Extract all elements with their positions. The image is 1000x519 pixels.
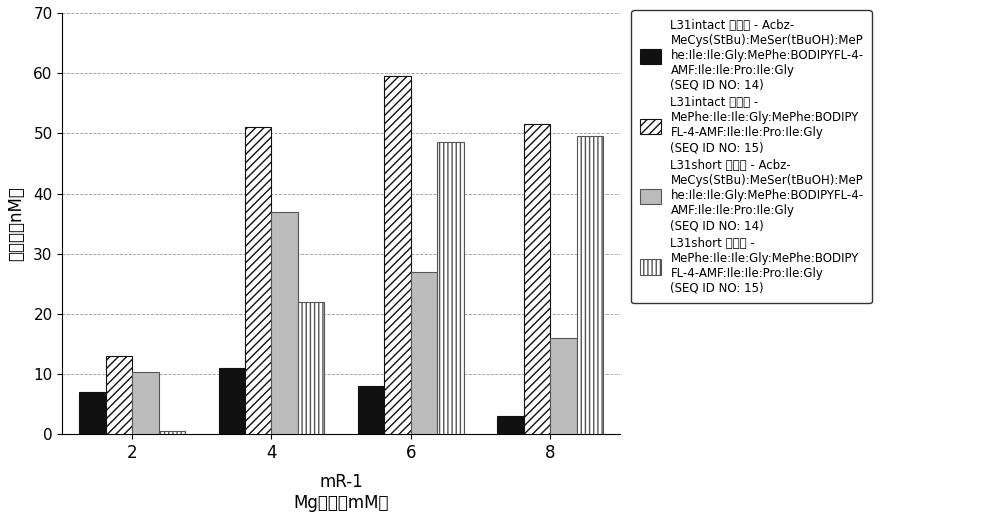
- Bar: [550, 338, 577, 434]
- Bar: [159, 431, 185, 434]
- Bar: [271, 212, 298, 434]
- Bar: [411, 272, 437, 434]
- Bar: [132, 373, 159, 434]
- Bar: [106, 356, 132, 434]
- Legend: L31intact 核糖体 - Acbz-
MeCys(StBu):MeSer(tBuOH):MeP
he:Ile:Ile:Gly:MePhe:BODIPYFL: L31intact 核糖体 - Acbz- MeCys(StBu):MeSer(…: [631, 10, 872, 303]
- X-axis label: mR-1
Mg浓度（mM）: mR-1 Mg浓度（mM）: [293, 473, 389, 512]
- Bar: [358, 386, 384, 434]
- Bar: [384, 76, 411, 434]
- Bar: [245, 127, 271, 434]
- Y-axis label: 翻译量（nM）: 翻译量（nM）: [7, 186, 25, 261]
- Bar: [79, 392, 106, 434]
- Bar: [497, 416, 524, 434]
- Bar: [298, 302, 324, 434]
- Bar: [524, 125, 550, 434]
- Bar: [437, 142, 464, 434]
- Bar: [577, 136, 603, 434]
- Bar: [219, 368, 245, 434]
